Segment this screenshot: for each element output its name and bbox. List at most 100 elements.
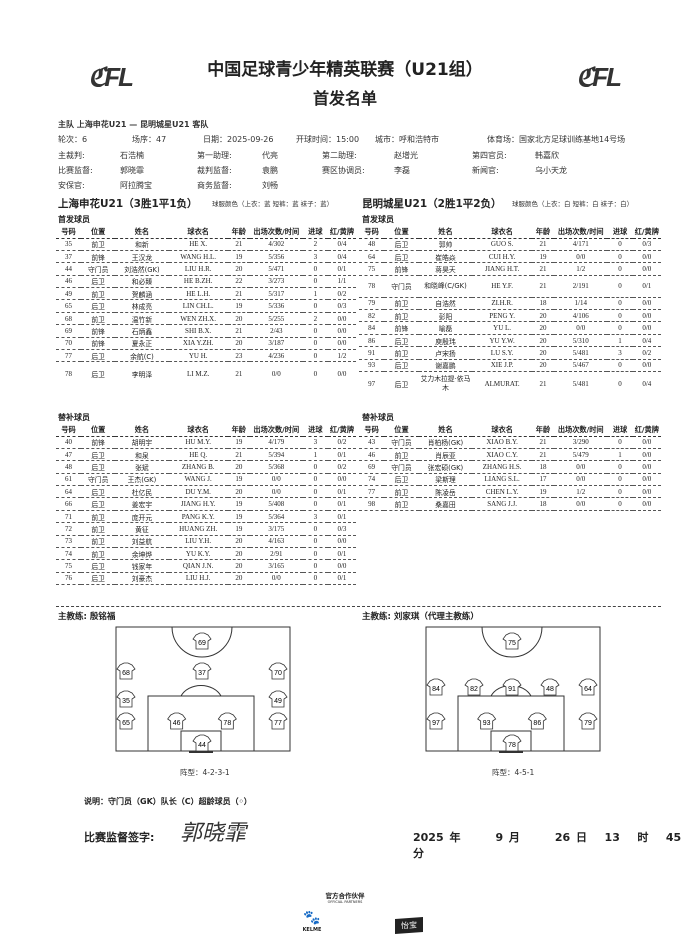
column-header: 姓名 [418, 424, 473, 437]
cell: 21 [227, 448, 250, 462]
official-name: 李磊 [394, 166, 410, 175]
cell: 和必臻 [115, 275, 169, 289]
kelme-logo: 🐾 KELME [300, 911, 324, 936]
cell: 79 [359, 297, 385, 311]
cell: 0/0 [327, 473, 356, 487]
official-name: 阿拉腾宝 [120, 181, 152, 190]
cell: 4/302 [249, 238, 303, 251]
official-name: 刘畅 [262, 181, 278, 190]
match-date: 日期：2025-09-26 [203, 135, 274, 144]
cell: 前锋 [81, 337, 116, 351]
cell: 68 [56, 312, 81, 326]
official-name: 赵增光 [394, 151, 418, 160]
official-label: 裁判监督: [197, 166, 232, 175]
column-header: 年龄 [227, 226, 250, 239]
cell: 73 [56, 535, 81, 549]
cell: 3 [302, 436, 328, 449]
city: 城市：呼和浩特市 [375, 135, 439, 144]
signature: 郭晓霏 [180, 821, 247, 846]
table-row: 66 后卫 姜宏宇 JIANG H.Y. 19 5/408 0 0/1 [56, 497, 356, 511]
cell: 21 [532, 275, 554, 298]
column-header: 球衣名 [472, 424, 532, 437]
cell: 2/91 [249, 547, 303, 561]
table-row: 43 守门员 肖柏杨(GK) XIAO B.Y. 21 3/290 0 0/0 [359, 436, 661, 449]
official-name: 郭晓霏 [120, 166, 144, 175]
table-row: 78 后卫 李明泽 LI M.Z. 21 0/0 0 0/0 [56, 362, 356, 386]
cell: 守门员 [81, 473, 116, 487]
column-header: 红/黄牌 [632, 226, 661, 239]
column-header: 年龄 [532, 226, 554, 239]
cell: LIU H.J. [168, 572, 228, 586]
cell: 0/0 [327, 559, 356, 573]
shirt-number: 75 [508, 640, 516, 647]
cell: 98 [359, 497, 385, 511]
cell: 19 [227, 522, 250, 536]
shirt-number: 84 [432, 686, 440, 693]
cell: 0 [313, 370, 318, 379]
cell: 0/0 [249, 485, 303, 499]
divider [56, 606, 661, 607]
table-row: 75 后卫 钱家年 QIAN J.N. 20 3/165 0 0/0 [56, 559, 356, 573]
cell: 5/364 [249, 510, 303, 524]
cell: 张斌 [115, 460, 169, 474]
cell: 0/0 [632, 309, 661, 323]
cell: 19 [227, 299, 250, 313]
table-row: 76 后卫 刘豪杰 LIU H.J. 20 0/0 0 0/1 [56, 572, 356, 586]
center-circle [171, 626, 233, 658]
cell: YU Y.W. [472, 334, 532, 348]
official-name: 石浩楠 [120, 151, 144, 160]
official-name: 韩嘉欣 [535, 151, 559, 160]
cell: 0 [302, 299, 328, 313]
shirt-number: 78 [223, 720, 231, 727]
cell: 后卫 [384, 359, 419, 373]
cell: 0/0 [632, 321, 661, 335]
cell: 守门员 [384, 275, 419, 298]
official-label: 比赛监督: [58, 166, 93, 175]
cell: 王杰(GK) [115, 473, 169, 487]
cell: 64 [56, 485, 81, 499]
column-header: 号码 [359, 226, 385, 239]
away-pitch: 75 84 82 91 48 64 97 93 86 79 78 [424, 625, 604, 755]
home-subs-label: 替补球员 [58, 413, 90, 422]
cell: 前锋 [81, 436, 116, 449]
cell: 49 [56, 287, 81, 301]
cell: 前锋 [384, 262, 419, 276]
table-row: 48 后卫 郭帅 GUO S. 21 4/171 0 0/3 [359, 238, 661, 251]
cell: 43 [359, 436, 385, 449]
player-shirt-icon: 70 [268, 662, 288, 680]
cell: 2/191 [554, 275, 608, 298]
cell: YU K.Y. [168, 547, 228, 561]
shirt-number: 68 [122, 670, 130, 677]
table-row: 93 后卫 谢嘉鹏 XIE J.P. 20 5/467 0 0/0 [359, 359, 661, 373]
cell: 2 [302, 312, 328, 326]
column-header: 出场次数/时间 [554, 226, 608, 239]
away-formation: 阵型：4-5-1 [492, 768, 535, 777]
sign-hour-unit: 时 [637, 831, 649, 844]
cell: 0 [607, 275, 633, 298]
cell: 19 [227, 510, 250, 524]
cell: 0 [607, 321, 633, 335]
shirt-number: 79 [584, 720, 592, 727]
cell: LU S.Y. [472, 346, 532, 360]
cell: 崔皓焱 [418, 250, 473, 264]
cell: 肖辰亚 [418, 448, 473, 462]
cell: HU M.Y. [168, 436, 228, 449]
cell: 前卫 [384, 309, 419, 323]
cell: 46 [56, 275, 81, 289]
column-header: 出场次数/时间 [554, 424, 608, 437]
cell: 0 [618, 379, 622, 388]
cell: 0/3 [327, 522, 356, 536]
cell: SANG J.J. [472, 497, 532, 511]
cell: 20 [532, 334, 554, 348]
cell: 前卫 [81, 547, 116, 561]
table-row: 84 前锋 喻磊 YU L. 20 0/0 0 0/0 [359, 321, 661, 335]
player-shirt-icon: 46 [167, 712, 187, 730]
cell: 肖柏杨(GK) [418, 436, 473, 449]
cell: 0/0 [632, 497, 661, 511]
cell: 0 [302, 262, 328, 276]
cell: 0 [607, 497, 633, 511]
cell: 0/0 [632, 297, 661, 311]
shirt-number: 78 [508, 742, 516, 749]
cell: 后卫 [81, 485, 116, 499]
official-label: 第四官员: [472, 151, 507, 160]
